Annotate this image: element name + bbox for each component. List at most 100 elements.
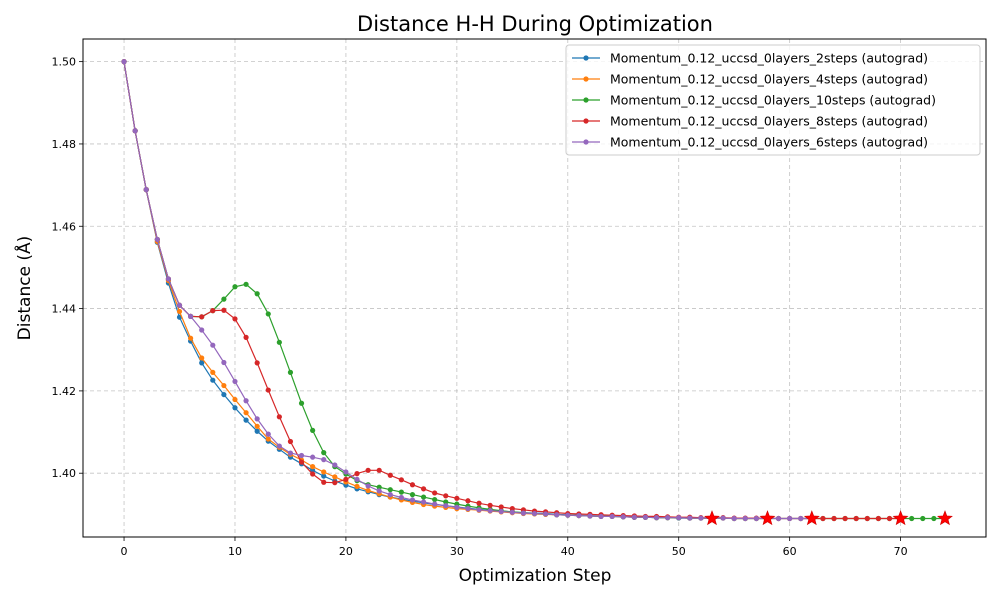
data-point bbox=[443, 493, 449, 499]
data-point bbox=[698, 515, 704, 521]
legend-marker bbox=[583, 55, 589, 61]
data-point bbox=[409, 497, 416, 503]
data-point bbox=[509, 509, 515, 515]
legend-marker bbox=[583, 97, 589, 103]
data-point bbox=[243, 334, 249, 340]
y-tick-label: 1.40 bbox=[52, 467, 77, 480]
data-point bbox=[154, 236, 160, 243]
data-point bbox=[787, 515, 793, 522]
convergence-star bbox=[704, 510, 720, 526]
data-point bbox=[210, 369, 216, 375]
data-point bbox=[420, 499, 427, 505]
data-point bbox=[276, 414, 282, 420]
data-point bbox=[864, 515, 870, 522]
y-tick-label: 1.44 bbox=[52, 303, 77, 316]
data-point bbox=[443, 503, 449, 509]
x-tick-label: 60 bbox=[783, 545, 797, 558]
convergence-star bbox=[759, 510, 776, 526]
data-point bbox=[909, 515, 915, 522]
data-point bbox=[165, 276, 172, 282]
legend-marker bbox=[583, 118, 589, 124]
data-point bbox=[232, 405, 238, 411]
plot-frame bbox=[82, 38, 987, 538]
y-tick-label: 1.48 bbox=[52, 138, 77, 151]
data-point bbox=[287, 438, 294, 445]
legend-label: Momentum_0.12_uccsd_0layers_2steps (auto… bbox=[610, 51, 928, 66]
data-point bbox=[387, 492, 393, 498]
convergence-star bbox=[803, 510, 820, 526]
convergence-markers bbox=[704, 510, 953, 526]
legend-marker bbox=[583, 139, 589, 145]
data-point bbox=[321, 479, 327, 485]
data-point bbox=[199, 327, 205, 333]
data-point bbox=[310, 427, 316, 434]
data-point bbox=[465, 498, 471, 504]
grid bbox=[83, 39, 986, 537]
legend-box bbox=[565, 44, 981, 156]
convergence-star bbox=[892, 510, 909, 526]
data-point bbox=[653, 515, 660, 521]
data-point bbox=[232, 396, 238, 403]
x-tick-label: 30 bbox=[450, 545, 464, 558]
convergence-star bbox=[937, 510, 953, 526]
data-point bbox=[487, 508, 493, 514]
data-point bbox=[298, 452, 305, 459]
data-point bbox=[476, 507, 482, 513]
x-tick-label: 70 bbox=[894, 545, 908, 558]
legend-label: Momentum_0.12_uccsd_0layers_6steps (auto… bbox=[610, 135, 928, 150]
data-point bbox=[775, 515, 782, 522]
legend-entry: Momentum_0.12_uccsd_0layers_4steps (auto… bbox=[572, 72, 928, 87]
data-point bbox=[520, 510, 527, 516]
legend-entry: Momentum_0.12_uccsd_0layers_6steps (auto… bbox=[572, 135, 928, 150]
data-point bbox=[886, 515, 893, 522]
data-point bbox=[875, 515, 881, 522]
data-point bbox=[188, 335, 194, 341]
data-point bbox=[420, 494, 427, 500]
data-point bbox=[321, 457, 327, 463]
x-tick-label: 50 bbox=[672, 545, 686, 558]
data-point bbox=[265, 311, 271, 317]
data-point bbox=[332, 462, 338, 468]
data-point bbox=[176, 302, 183, 308]
data-point bbox=[243, 417, 249, 423]
data-point bbox=[310, 464, 316, 470]
data-point bbox=[476, 500, 482, 506]
data-point bbox=[354, 483, 360, 489]
data-point bbox=[343, 469, 349, 475]
data-point bbox=[587, 513, 593, 519]
x-tick-label: 10 bbox=[228, 545, 242, 558]
legend-entry: Momentum_0.12_uccsd_0layers_2steps (auto… bbox=[572, 51, 928, 66]
data-point bbox=[753, 515, 759, 522]
data-point bbox=[221, 359, 227, 366]
data-point bbox=[454, 495, 460, 501]
data-point bbox=[631, 514, 637, 520]
legend-label: Momentum_0.12_uccsd_0layers_8steps (auto… bbox=[610, 114, 928, 129]
data-point bbox=[842, 515, 848, 522]
data-point bbox=[398, 477, 404, 483]
legend-label: Momentum_0.12_uccsd_0layers_4steps (auto… bbox=[610, 72, 928, 87]
data-point bbox=[199, 360, 205, 366]
data-point bbox=[254, 428, 260, 434]
series-momentum-0-12-uccsd-0layers-6steps-autograd- bbox=[121, 59, 815, 522]
data-point bbox=[321, 469, 327, 475]
data-point bbox=[221, 382, 227, 389]
data-point bbox=[387, 487, 393, 493]
data-point bbox=[321, 473, 327, 479]
data-point bbox=[332, 480, 338, 486]
data-point bbox=[920, 515, 926, 522]
data-point bbox=[687, 515, 693, 521]
data-point bbox=[199, 355, 205, 361]
data-point bbox=[254, 423, 260, 429]
legend-entry: Momentum_0.12_uccsd_0layers_10steps (aut… bbox=[572, 93, 936, 108]
data-point bbox=[820, 515, 826, 522]
y-axis-label: Distance (Å) bbox=[13, 236, 35, 341]
data-point bbox=[931, 515, 937, 522]
data-point bbox=[310, 471, 316, 477]
data-point bbox=[298, 400, 305, 406]
data-point bbox=[676, 515, 682, 521]
axis-ticks: 0 10 20 30 40 50 60 70 1.40 1.42 1.44 1.46 1.48 1.50 bbox=[52, 56, 908, 558]
data-point bbox=[420, 486, 427, 492]
data-point bbox=[243, 398, 249, 404]
x-tick-label: 0 bbox=[121, 545, 128, 558]
